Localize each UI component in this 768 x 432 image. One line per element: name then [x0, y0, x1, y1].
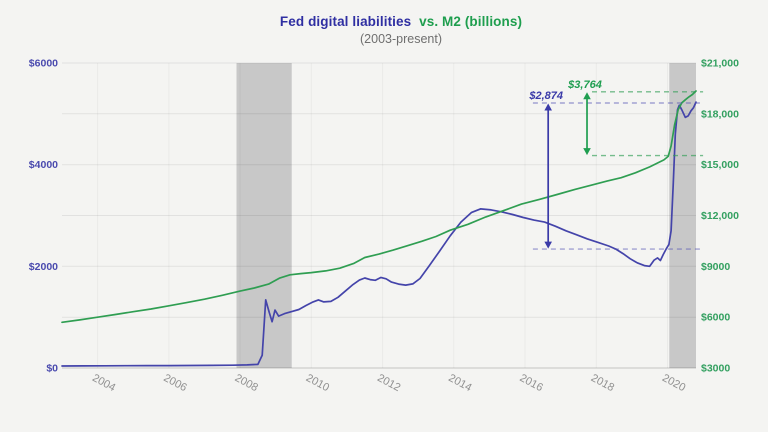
left-axis-tick-label: $2000 — [29, 261, 58, 273]
arrowhead-up-icon — [544, 103, 552, 111]
left-axis-tick-label: $0 — [46, 363, 58, 375]
x-axis-tick-label: 2008 — [233, 372, 260, 394]
right-axis-tick-label: $6000 — [701, 312, 730, 324]
delta-value-label-fed-digital-liabilities: $2,874 — [528, 90, 563, 102]
left-axis-tick-label: $4000 — [29, 159, 58, 171]
arrowhead-down-icon — [544, 241, 552, 249]
chart-title-fed-part: Fed digital liabilities — [279, 14, 412, 29]
right-axis-tick-label: $3000 — [701, 363, 730, 375]
arrowhead-up-icon — [583, 92, 591, 100]
right-axis-tick-label: $15,000 — [701, 159, 739, 171]
x-axis-tick-label: 2012 — [375, 372, 402, 394]
left-axis-tick-label: $6000 — [29, 58, 58, 70]
x-axis-tick-label: 2020 — [660, 372, 687, 394]
series-layer — [61, 90, 697, 367]
chart-title: Fed digital liabilities vs. M2 (billions… — [280, 14, 522, 29]
x-axis-tick-label: 2004 — [90, 372, 117, 394]
x-axis-tick-label: 2010 — [304, 372, 331, 394]
right-axis-tick-label: $12,000 — [701, 210, 739, 222]
recession-band — [669, 63, 696, 368]
right-axis-tick-label: $9000 — [701, 261, 730, 273]
x-axis-tick-label: 2014 — [446, 372, 473, 394]
chart-subtitle: (2003-present) — [360, 32, 442, 46]
series-line-fed-digital-liabilities — [61, 101, 697, 367]
right-axis-tick-label: $21,000 — [701, 58, 739, 70]
annotations-layer: $2,874 $3,764 — [528, 79, 704, 250]
x-axis-tick-label: 2006 — [161, 372, 188, 394]
x-axis-tick-label: 2016 — [518, 372, 545, 394]
x-axis-tick-label: 2018 — [589, 372, 616, 394]
series-line-m2 — [61, 90, 697, 324]
axis-labels-layer: $0$2000$4000$6000$3000$6000$9000$12,000$… — [29, 58, 739, 395]
chart-header: Fed digital liabilities vs. M2 (billions… — [280, 14, 522, 46]
arrowhead-down-icon — [583, 148, 591, 156]
chart-title-m2-part: vs. M2 (billions) — [419, 14, 523, 29]
right-axis-tick-label: $18,000 — [701, 108, 739, 120]
gridlines-layer — [62, 62, 696, 369]
delta-value-label-m2: $3,764 — [567, 79, 602, 91]
